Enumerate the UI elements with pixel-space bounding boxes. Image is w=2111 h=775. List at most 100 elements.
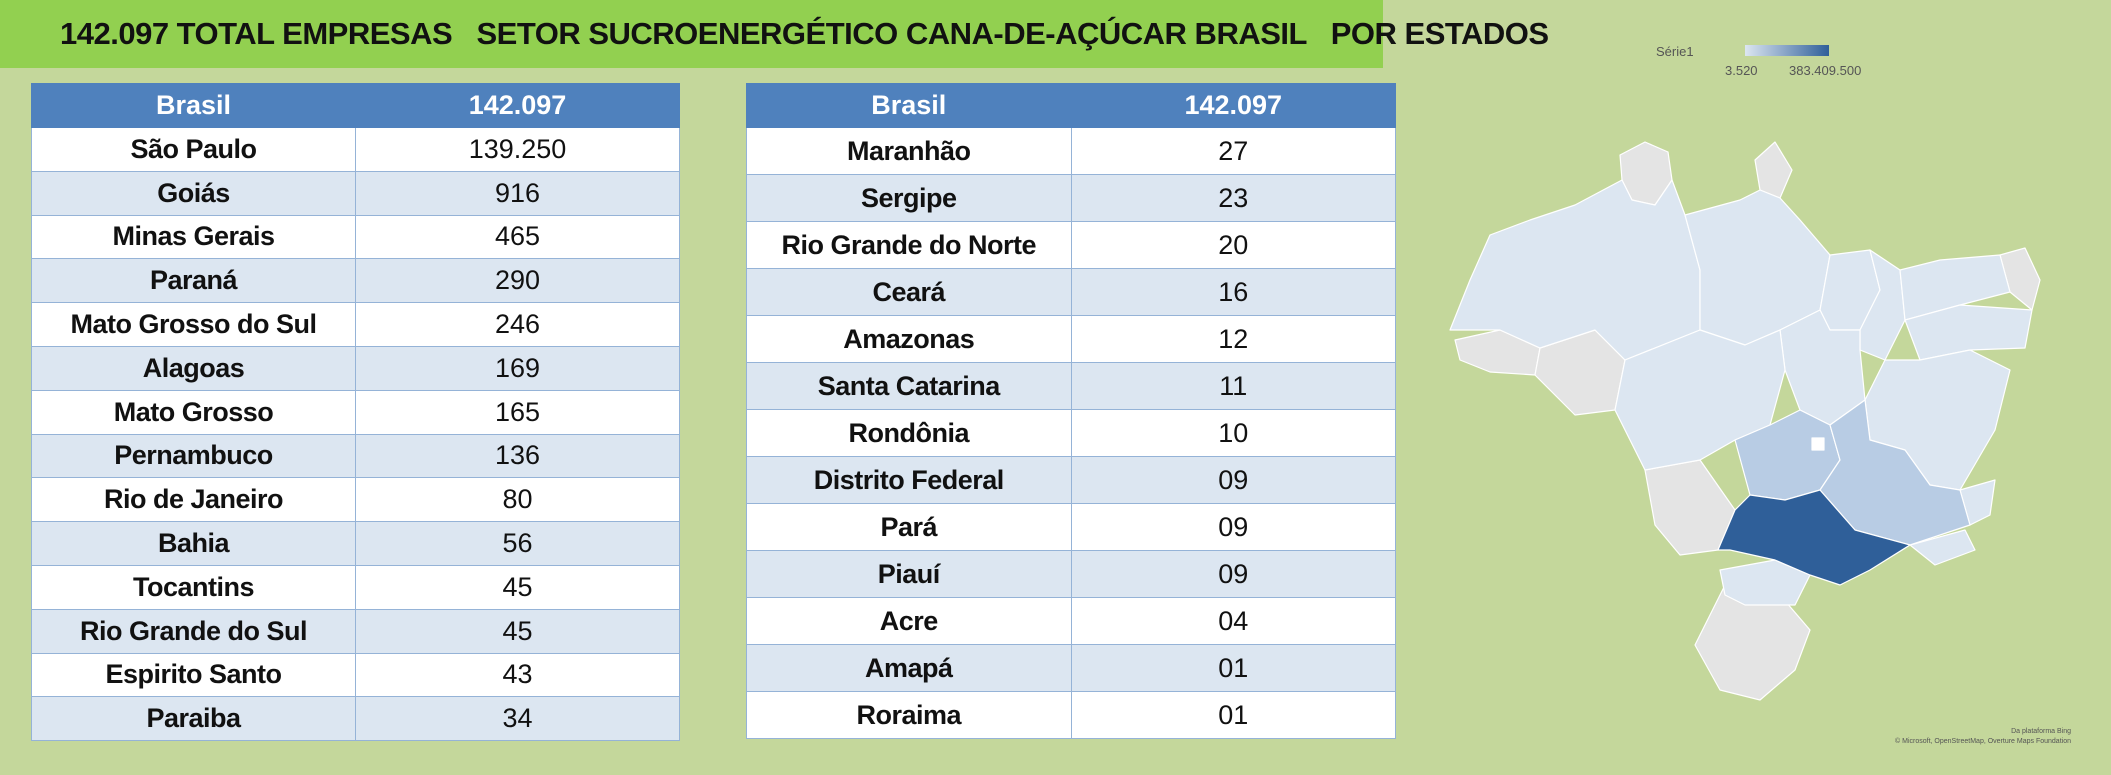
page-title: 142.097 TOTAL EMPRESAS SETOR SUCROENERGÉ… xyxy=(60,16,1549,51)
state-name-cell: Minas Gerais xyxy=(31,214,356,260)
company-count-cell: 10 xyxy=(1070,409,1396,457)
state-name-cell: Mato Grosso xyxy=(31,389,356,435)
company-count-cell: 165 xyxy=(355,389,680,435)
table-row: Distrito Federal 09 xyxy=(746,456,1396,504)
company-count-cell: 09 xyxy=(1070,456,1396,504)
state-name-cell: Tocantins xyxy=(31,564,356,610)
state-name-cell: Rondônia xyxy=(746,409,1072,457)
state-name-cell: Acre xyxy=(746,597,1072,645)
legend-max: 383.409.500 xyxy=(1789,63,1862,78)
company-count-cell: 56 xyxy=(355,521,680,566)
company-count-cell: 11 xyxy=(1070,362,1396,410)
table-row: Amapá 01 xyxy=(746,644,1396,692)
state-name-cell: Roraima xyxy=(746,691,1072,739)
company-count-cell: 45 xyxy=(355,608,680,654)
state-name-cell: Maranhão xyxy=(746,127,1072,175)
header-state: Brasil xyxy=(746,83,1072,128)
company-count-cell: 16 xyxy=(1070,268,1396,316)
company-count-cell: 136 xyxy=(355,433,680,479)
company-count-cell: 916 xyxy=(355,170,680,216)
legend-gradient xyxy=(1745,45,1829,56)
table-row: Alagoas 169 xyxy=(31,345,680,391)
legend-series-name: Série1 xyxy=(1656,44,1694,59)
table-header: Brasil 142.097 xyxy=(746,83,1396,128)
table-row: Rondônia 10 xyxy=(746,409,1396,457)
table-header: Brasil 142.097 xyxy=(31,83,680,128)
map-credit: Da plataforma Bing xyxy=(2011,728,2071,735)
state-name-cell: Paraiba xyxy=(31,696,356,742)
state-name-cell: Rio Grande do Norte xyxy=(746,221,1072,269)
company-count-cell: 465 xyxy=(355,214,680,260)
table-row: Maranhão 27 xyxy=(746,127,1396,175)
company-count-cell: 27 xyxy=(1070,127,1396,175)
states-table-left: Brasil 142.097 São Paulo 139.250 Goiás 916 M… xyxy=(31,83,680,742)
company-count-cell: 12 xyxy=(1070,315,1396,363)
company-count-cell: 01 xyxy=(1070,691,1396,739)
table-row: São Paulo 139.250 xyxy=(31,127,680,172)
state-name-cell: Paraná xyxy=(31,258,356,304)
table-row: Paraiba 34 xyxy=(31,696,680,742)
map-region-sao-paulo xyxy=(1717,489,1911,586)
company-count-cell: 23 xyxy=(1070,174,1396,222)
map-region-tocantins xyxy=(1779,309,1866,426)
table-row: Rio Grande do Norte 20 xyxy=(746,221,1396,269)
brazil-map[interactable] xyxy=(1400,30,2100,760)
map-attribution: © Microsoft, OpenStreetMap, Overture Map… xyxy=(1895,738,2071,745)
header-value: 142.097 xyxy=(1070,83,1396,128)
state-name-cell: Mato Grosso do Sul xyxy=(31,302,356,347)
table-row: Pará 09 xyxy=(746,503,1396,551)
company-count-cell: 04 xyxy=(1070,597,1396,645)
state-name-cell: Alagoas xyxy=(31,345,356,391)
company-count-cell: 45 xyxy=(355,564,680,610)
state-name-cell: Amapá xyxy=(746,644,1072,692)
table-row: Sergipe 23 xyxy=(746,174,1396,222)
state-name-cell: Piauí xyxy=(746,550,1072,598)
table-row: Tocantins 45 xyxy=(31,564,680,610)
company-count-cell: 09 xyxy=(1070,550,1396,598)
table-row: Amazonas 12 xyxy=(746,315,1396,363)
table-row: Santa Catarina 11 xyxy=(746,362,1396,410)
company-count-cell: 34 xyxy=(355,696,680,742)
table-row: Mato Grosso 165 xyxy=(31,389,680,435)
state-name-cell: Rio de Janeiro xyxy=(31,477,356,523)
header-value: 142.097 xyxy=(355,83,680,128)
state-name-cell: Bahia xyxy=(31,521,356,566)
state-name-cell: Distrito Federal xyxy=(746,456,1072,504)
state-name-cell: Espirito Santo xyxy=(31,652,356,698)
company-count-cell: 20 xyxy=(1070,221,1396,269)
header-state: Brasil xyxy=(31,83,356,128)
state-name-cell: Goiás xyxy=(31,170,356,216)
state-name-cell: São Paulo xyxy=(31,127,356,172)
table-row: Piauí 09 xyxy=(746,550,1396,598)
company-count-cell: 290 xyxy=(355,258,680,304)
map-region-rio-janeiro xyxy=(1909,529,1976,566)
table-row: Bahia 56 xyxy=(31,521,680,566)
state-name-cell: Pernambuco xyxy=(31,433,356,479)
title-bar: 142.097 TOTAL EMPRESAS SETOR SUCROENERGÉ… xyxy=(0,0,1549,68)
table-row: Acre 04 xyxy=(746,597,1396,645)
company-count-cell: 09 xyxy=(1070,503,1396,551)
company-count-cell: 169 xyxy=(355,345,680,391)
legend-min: 3.520 xyxy=(1725,63,1758,78)
map-region-distrito-federal xyxy=(1811,437,1825,451)
company-count-cell: 01 xyxy=(1070,644,1396,692)
table-row: Mato Grosso do Sul 246 xyxy=(31,302,680,347)
state-name-cell: Ceará xyxy=(746,268,1072,316)
state-name-cell: Pará xyxy=(746,503,1072,551)
states-table-right: Brasil 142.097 Maranhão 27 Sergipe 23 Rio Gr… xyxy=(746,83,1396,739)
table-row: Ceará 16 xyxy=(746,268,1396,316)
company-count-cell: 246 xyxy=(355,302,680,347)
map-region-amapa xyxy=(1754,141,1793,199)
table-row: Pernambuco 136 xyxy=(31,433,680,479)
state-name-cell: Sergipe xyxy=(746,174,1072,222)
table-row: Espirito Santo 43 xyxy=(31,652,680,698)
state-name-cell: Rio Grande do Sul xyxy=(31,608,356,654)
company-count-cell: 80 xyxy=(355,477,680,523)
state-name-cell: Santa Catarina xyxy=(746,362,1072,410)
table-row: Rio Grande do Sul 45 xyxy=(31,608,680,654)
state-name-cell: Amazonas xyxy=(746,315,1072,363)
company-count-cell: 43 xyxy=(355,652,680,698)
map-region-minas-gerais xyxy=(1819,399,1971,546)
map-region-amazonas xyxy=(1449,179,1701,361)
table-row: Minas Gerais 465 xyxy=(31,214,680,260)
